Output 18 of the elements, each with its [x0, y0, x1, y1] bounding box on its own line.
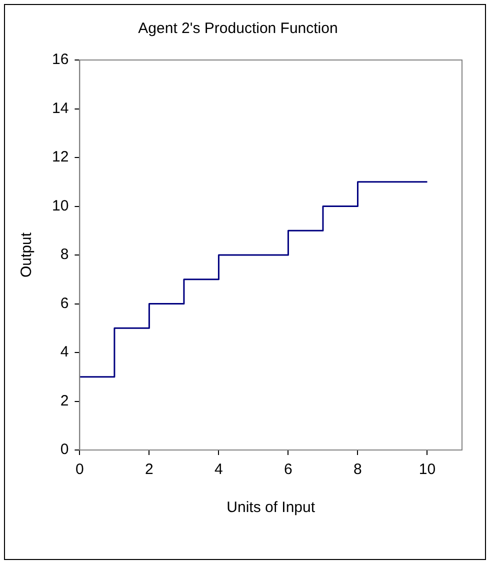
y-tick-label: 12: [52, 148, 69, 166]
x-tick-label: 2: [145, 461, 154, 478]
y-tick-label: 0: [60, 441, 69, 458]
y-tick-label: 10: [52, 197, 69, 214]
y-axis-title: Output: [18, 232, 36, 278]
y-tick-label: 8: [60, 246, 69, 264]
x-tick-label: 0: [76, 461, 84, 478]
y-tick-label: 16: [52, 51, 69, 68]
y-tick-label: 4: [60, 344, 69, 361]
x-tick-label: 6: [284, 461, 292, 478]
chart-title: Agent 2's Production Function: [138, 20, 338, 38]
x-axis-title: Units of Input: [226, 499, 316, 516]
x-tick-label: 8: [354, 461, 362, 478]
y-tick-label: 14: [52, 100, 69, 117]
y-tick-label: 6: [60, 294, 69, 312]
x-tick-label: 4: [214, 461, 223, 478]
y-tick-label: 2: [60, 392, 69, 410]
x-tick-label: 10: [418, 461, 436, 478]
